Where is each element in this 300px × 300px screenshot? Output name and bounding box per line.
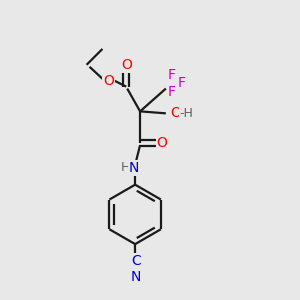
Text: F: F <box>168 68 176 82</box>
Text: O: O <box>121 58 132 72</box>
Text: F: F <box>168 85 176 98</box>
Text: F: F <box>178 76 186 90</box>
Text: N: N <box>129 161 139 175</box>
Text: H: H <box>121 161 130 174</box>
Text: -H: -H <box>180 107 194 120</box>
Text: C: C <box>131 254 141 268</box>
Text: O: O <box>170 106 181 120</box>
Text: O: O <box>157 136 167 150</box>
Text: O: O <box>103 74 114 88</box>
Text: N: N <box>131 270 141 284</box>
